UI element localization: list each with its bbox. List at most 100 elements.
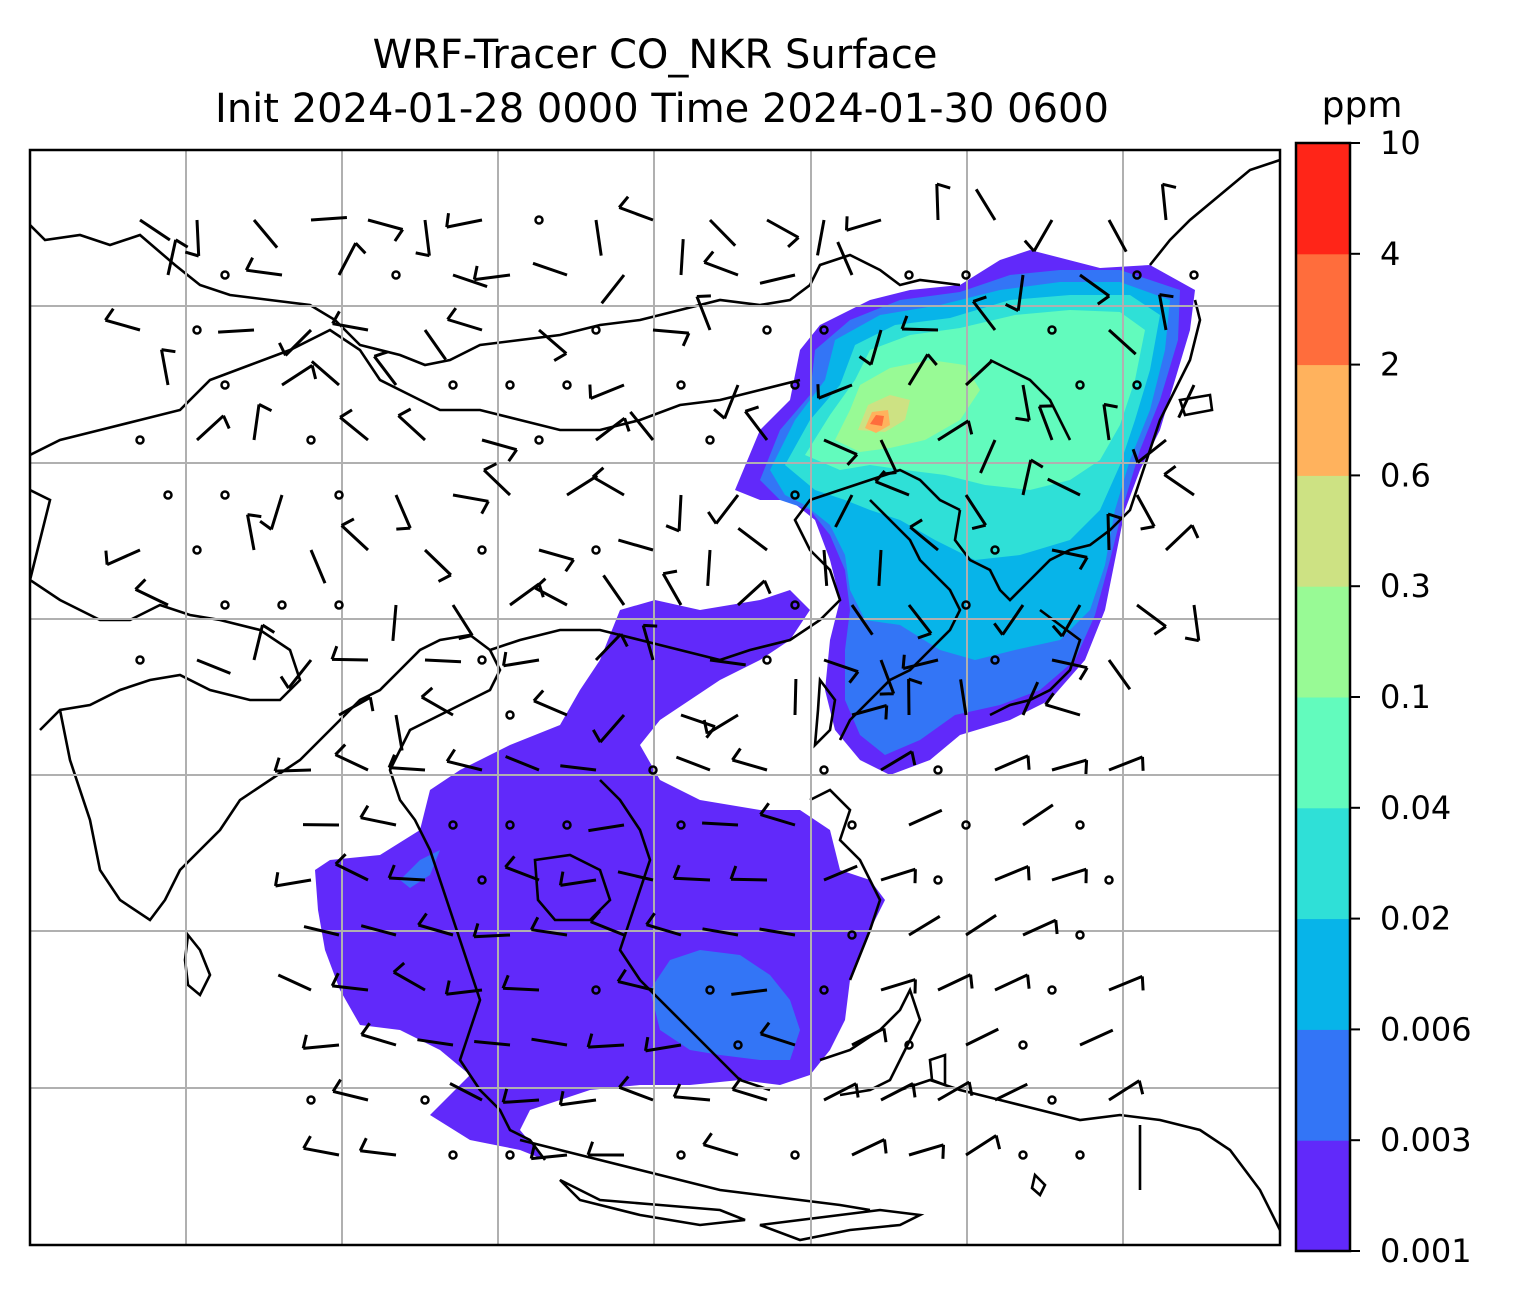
wind-barb <box>1051 867 1088 884</box>
wind-barb <box>823 438 859 466</box>
wind-barb <box>184 219 201 258</box>
wind-barb <box>759 1021 796 1047</box>
calm-wind-marker <box>220 380 230 390</box>
wind-barb <box>449 1082 483 1102</box>
wind-barb <box>965 1027 999 1047</box>
wind-barb <box>360 924 397 937</box>
wind-barb <box>1047 477 1081 497</box>
calm-wind-marker <box>933 875 943 885</box>
wind-barb <box>1164 524 1200 552</box>
wind-barb <box>964 494 987 531</box>
wind-barb <box>879 659 896 696</box>
wind-barb <box>851 703 889 720</box>
wind-barb <box>502 651 540 668</box>
calm-wind-marker <box>933 765 943 775</box>
wind-barb <box>560 764 597 772</box>
wind-barb <box>707 494 740 525</box>
wind-barb <box>937 973 974 992</box>
calm-wind-marker <box>676 820 686 830</box>
calm-wind-marker <box>135 435 145 445</box>
colorbar-swatch <box>1296 1140 1350 1252</box>
wind-barb <box>965 1134 1002 1157</box>
wind-barb <box>340 517 370 552</box>
calm-wind-marker <box>477 545 487 555</box>
title-line-2: Init 2024-01-28 0000 Time 2024-01-30 060… <box>215 86 1109 132</box>
wind-barb <box>252 219 279 249</box>
wind-barb <box>1160 182 1177 221</box>
calm-wind-marker <box>334 490 344 500</box>
wind-barb <box>702 927 739 937</box>
wind-barb <box>679 239 685 276</box>
wind-barb <box>850 604 874 636</box>
wind-barb <box>532 689 568 717</box>
wind-barb <box>373 350 398 386</box>
wind-barb <box>566 474 599 497</box>
wind-barb <box>1177 384 1196 419</box>
wind-barb <box>160 348 176 386</box>
colorbar-tick-label: 0.1 <box>1380 678 1431 716</box>
wind-barb <box>529 1144 568 1161</box>
wind-barb <box>445 213 483 229</box>
wind-barb <box>672 1083 711 1102</box>
wind-barb <box>851 1138 888 1157</box>
calm-wind-marker <box>819 325 829 335</box>
wind-barb <box>589 910 625 937</box>
wind-barb <box>252 623 276 661</box>
wind-barb <box>823 658 860 684</box>
wind-barb <box>879 439 898 476</box>
calm-wind-marker <box>477 655 487 665</box>
wind-barb <box>309 549 327 584</box>
calm-wind-marker <box>904 1040 914 1050</box>
wind-barb <box>504 855 540 882</box>
wind-barb <box>652 328 691 347</box>
calm-wind-marker <box>790 380 800 390</box>
wind-barb <box>273 757 312 773</box>
wind-barb <box>695 294 712 331</box>
wind-barb <box>360 1022 397 1047</box>
calm-wind-marker <box>762 655 772 665</box>
calm-wind-marker <box>790 490 800 500</box>
wind-barb <box>1037 404 1054 441</box>
calm-wind-marker <box>477 875 487 885</box>
wind-barb <box>367 218 404 242</box>
calm-wind-marker <box>990 545 1000 555</box>
wind-barb <box>591 714 626 744</box>
calm-wind-marker <box>277 600 287 610</box>
colorbar-unit: ppm <box>1322 85 1403 126</box>
wind-barb <box>1107 219 1128 253</box>
calm-wind-marker <box>220 490 230 500</box>
wind-barb <box>423 329 447 361</box>
wind-barb <box>1163 464 1195 497</box>
wind-barb <box>558 871 597 887</box>
wind-barb <box>858 329 883 366</box>
wind-barb <box>900 315 939 332</box>
wind-barb <box>337 242 367 276</box>
map-panel <box>28 148 1282 1247</box>
wind-barb <box>1079 273 1111 306</box>
wind-barb <box>594 219 603 256</box>
wind-barb <box>618 195 654 222</box>
wind-barb <box>901 654 939 671</box>
wind-barb <box>1051 604 1082 638</box>
calm-wind-marker <box>591 545 601 555</box>
wind-barb <box>702 1132 739 1157</box>
calm-wind-marker <box>1075 930 1085 940</box>
wind-barb <box>731 1077 768 1102</box>
calm-wind-marker <box>562 380 572 390</box>
colorbar-swatch <box>1296 918 1350 1030</box>
colorbar-ticks: 0.001 0.003 0.006 0.02 0.04 0.1 0.3 0.6 2 4 10 <box>1350 124 1472 1270</box>
wind-barb <box>586 1141 625 1157</box>
calm-wind-marker <box>819 765 829 775</box>
wind-barb <box>713 384 740 420</box>
wind-barb <box>1106 512 1122 551</box>
wind-barb <box>1107 659 1132 691</box>
wind-barb <box>452 493 490 515</box>
wind-barb <box>1004 274 1025 313</box>
calm-wind-marker <box>505 1150 515 1160</box>
wind-barb <box>278 328 313 357</box>
wind-barb <box>424 658 462 664</box>
wind-barb <box>104 307 141 332</box>
wind-barb <box>415 219 431 258</box>
calm-wind-marker <box>676 1150 686 1160</box>
